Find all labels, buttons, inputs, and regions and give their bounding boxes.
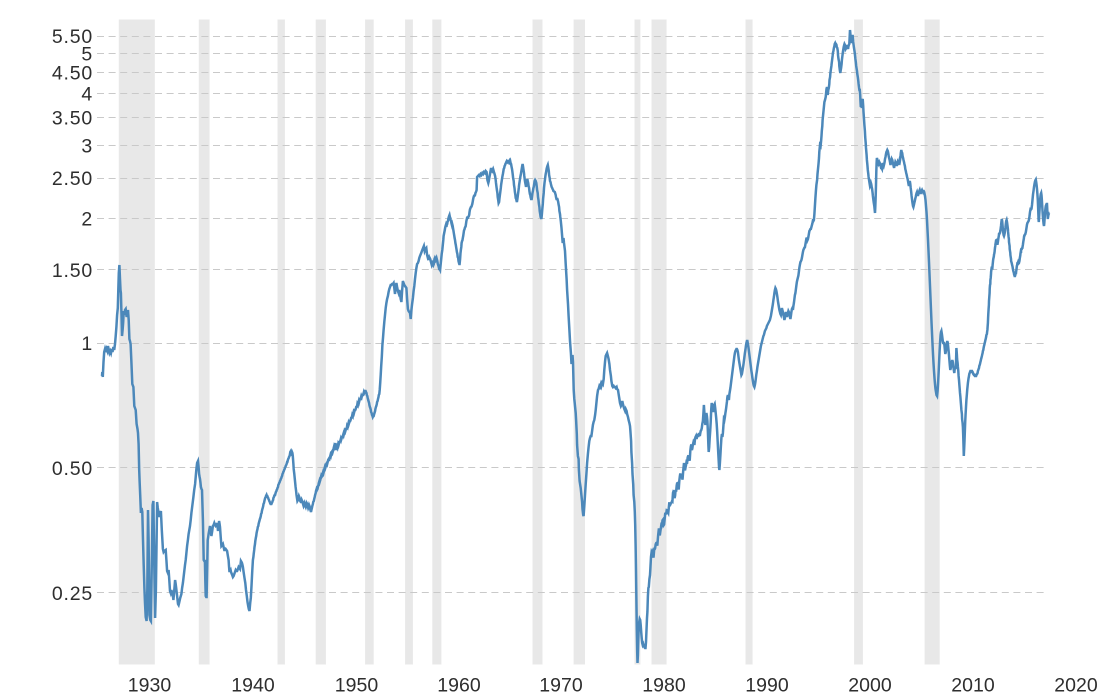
svg-text:1960: 1960 (437, 675, 481, 697)
svg-text:2010: 2010 (951, 675, 995, 697)
svg-text:0.50: 0.50 (52, 458, 93, 480)
svg-text:1950: 1950 (335, 675, 379, 697)
svg-text:1990: 1990 (745, 675, 789, 697)
svg-text:1930: 1930 (128, 675, 172, 697)
svg-text:4: 4 (81, 84, 93, 106)
svg-text:0.25: 0.25 (52, 583, 93, 605)
svg-text:1970: 1970 (539, 675, 583, 697)
svg-text:3.50: 3.50 (52, 108, 93, 130)
svg-text:5: 5 (81, 43, 93, 65)
svg-text:1: 1 (81, 333, 93, 355)
svg-text:4.50: 4.50 (52, 62, 93, 84)
svg-text:3: 3 (81, 135, 93, 157)
svg-text:2020: 2020 (1054, 675, 1098, 697)
svg-text:1940: 1940 (231, 675, 275, 697)
svg-text:2.50: 2.50 (52, 168, 93, 190)
svg-text:5.50: 5.50 (52, 26, 93, 48)
svg-text:1980: 1980 (642, 675, 686, 697)
svg-text:2: 2 (81, 208, 93, 230)
svg-text:2000: 2000 (848, 675, 892, 697)
svg-text:1.50: 1.50 (52, 260, 93, 282)
